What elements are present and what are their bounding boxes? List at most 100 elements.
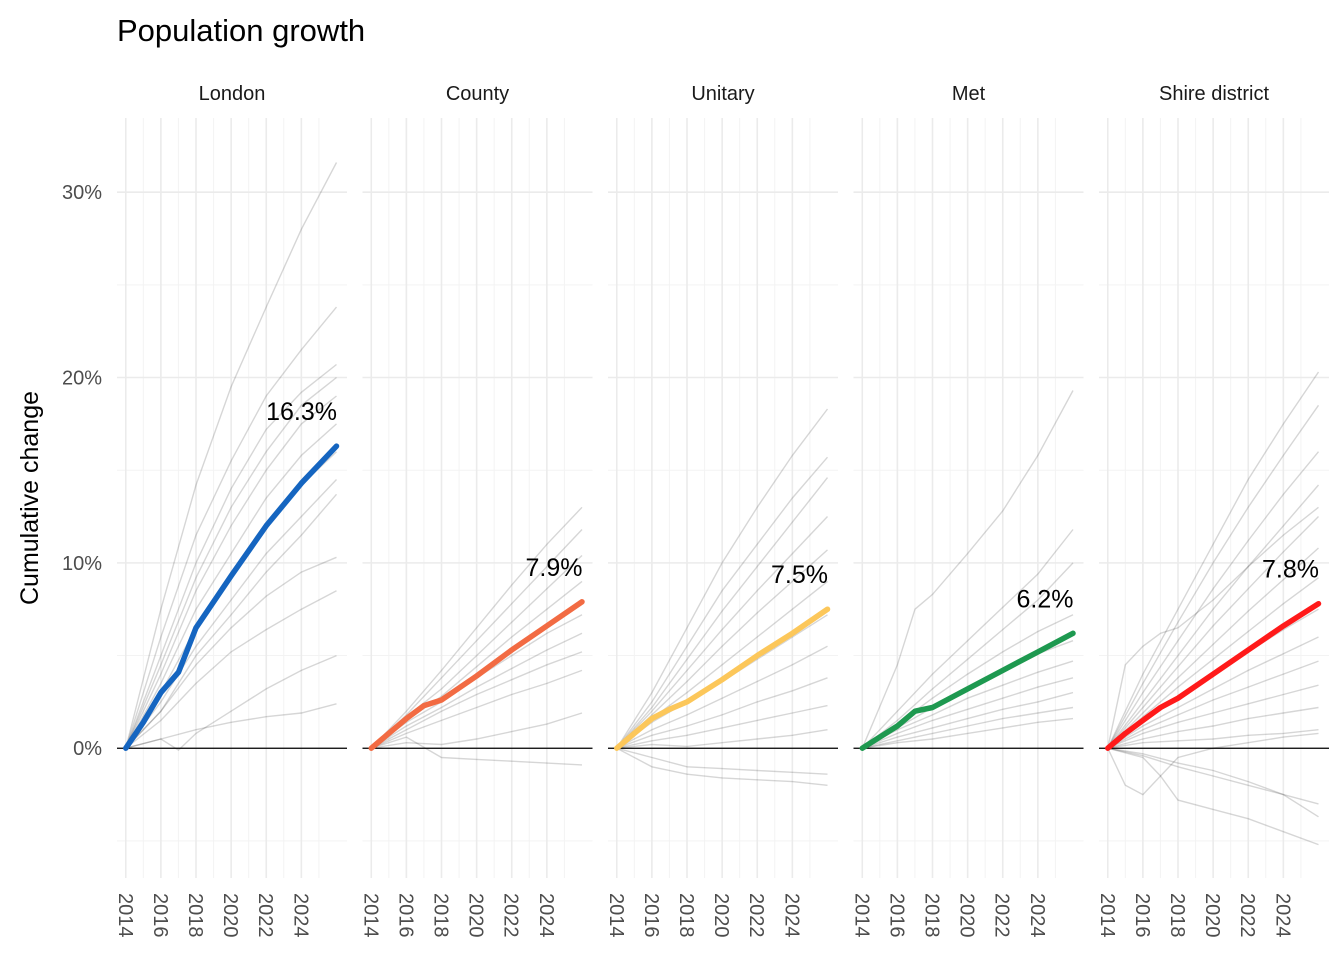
x-tick-label: 2016: [394, 893, 416, 938]
panel-strip-label: London: [199, 83, 266, 105]
panel-unitary: Unitary 7.5% 2014 2016 2018 2020 2022 2024: [605, 83, 838, 938]
x-tick-label: 2014: [114, 893, 136, 938]
background-series-line: [125, 363, 337, 749]
panel-strip-label: County: [446, 83, 509, 105]
background-series-line: [862, 677, 1074, 749]
panel-strip-label: Unitary: [691, 83, 754, 105]
panel-strip-label: Shire district: [1159, 83, 1269, 105]
background-series-line: [125, 556, 337, 749]
background-series-line: [1107, 516, 1319, 749]
highlight-series-line: [1105, 600, 1322, 751]
background-series-line: [370, 506, 583, 749]
background-series-line: [861, 660, 1074, 749]
y-axis-label: Cumulative change: [16, 391, 44, 605]
background-series-line: [1107, 577, 1319, 749]
end-value-label: 16.3%: [266, 398, 337, 426]
x-tick-label: 2024: [535, 893, 557, 938]
background-series-line: [1107, 547, 1319, 749]
background-series-line: [616, 408, 829, 749]
background-series-line: [1107, 747, 1319, 846]
background-series-line: [1107, 636, 1319, 749]
end-value-label: 7.5%: [771, 561, 828, 589]
x-tick-label: 2014: [605, 893, 627, 938]
panel-met: Met 6.2% 2014 2016 2018 2020 2022 2024: [850, 83, 1084, 938]
background-series-line: [862, 691, 1074, 749]
background-series-line: [1107, 371, 1320, 749]
x-tick-label: 2020: [1201, 893, 1223, 938]
background-series-line: [861, 390, 1074, 749]
background-series-line: [1107, 484, 1320, 749]
background-series-line: [125, 590, 337, 749]
background-series-line: [1107, 404, 1320, 749]
x-tick-label: 2022: [500, 893, 522, 938]
background-series-line: [371, 712, 583, 749]
end-value-label: 7.9%: [526, 554, 583, 582]
background-series-line: [1107, 706, 1319, 749]
x-tick-label: 2022: [991, 893, 1013, 938]
panel-london: London 16.3% 2014 2016 2018 2020 2022 2024: [114, 83, 347, 938]
x-tick-label: 2018: [184, 893, 206, 938]
x-tick-label: 2014: [850, 893, 872, 938]
end-value-label: 6.2%: [1017, 585, 1074, 613]
panel-county: County 7.9% 2014 2016 2018 2020 2022 2024: [359, 83, 593, 938]
background-series-line: [370, 529, 583, 749]
x-tick-label: 2016: [640, 893, 662, 938]
y-tick-label: 20%: [62, 368, 102, 390]
background-series-line: [861, 529, 1074, 749]
x-tick-label: 2018: [430, 893, 452, 938]
background-series-line: [616, 516, 829, 749]
x-tick-label: 2024: [780, 893, 802, 938]
background-series-line: [862, 706, 1074, 749]
background-series-line: [1107, 729, 1319, 749]
background-series-line: [616, 477, 829, 749]
background-series-line: [125, 703, 337, 749]
background-series-line: [1107, 660, 1319, 749]
background-series-line: [1107, 732, 1319, 796]
y-tick-label: 0%: [73, 738, 102, 760]
x-tick-label: 2020: [465, 893, 487, 938]
background-series-line: [371, 669, 583, 749]
x-tick-label: 2014: [1096, 893, 1118, 938]
background-series-line: [125, 654, 337, 751]
highlight-series-line: [614, 606, 831, 751]
background-series-line: [616, 747, 828, 775]
background-series-line: [1107, 747, 1319, 818]
y-axis: 0% 10% 20% 30%: [62, 182, 102, 760]
x-tick-label: 2020: [710, 893, 732, 938]
x-tick-label: 2022: [254, 893, 276, 938]
y-tick-label: 30%: [62, 182, 102, 204]
x-tick-label: 2018: [921, 893, 943, 938]
background-series-line: [861, 562, 1074, 749]
background-series-line: [616, 549, 828, 749]
x-tick-label: 2018: [675, 893, 697, 938]
background-series-line: [1107, 747, 1319, 805]
panel-shire-district: Shire district 7.8% 2014 2016 2018 2020 2022 20…: [1096, 83, 1329, 938]
y-tick-label: 10%: [62, 553, 102, 575]
background-series-line: [125, 162, 338, 749]
x-tick-label: 2024: [1271, 893, 1293, 938]
x-tick-label: 2022: [1236, 893, 1258, 938]
background-series-line: [125, 376, 337, 749]
background-series-line: [125, 479, 338, 749]
background-series-line: [370, 651, 583, 749]
background-series-line: [1107, 684, 1319, 749]
x-tick-label: 2024: [1026, 893, 1048, 938]
panel-strip-label: Met: [952, 83, 986, 105]
background-series-line: [616, 456, 829, 749]
chart-title: Population growth: [117, 13, 365, 48]
background-series-line: [616, 645, 828, 749]
highlight-series-line: [859, 630, 1076, 751]
x-tick-label: 2024: [289, 893, 311, 938]
x-tick-label: 2022: [745, 893, 767, 938]
background-series-line: [1107, 451, 1320, 749]
x-tick-label: 2014: [359, 893, 381, 938]
background-series-line: [616, 704, 828, 749]
x-tick-label: 2018: [1166, 893, 1188, 938]
background-series-line: [616, 729, 828, 749]
background-series-line: [125, 306, 338, 749]
background-series-line: [616, 747, 828, 786]
background-series-line: [862, 717, 1074, 749]
background-series-line: [125, 423, 337, 749]
